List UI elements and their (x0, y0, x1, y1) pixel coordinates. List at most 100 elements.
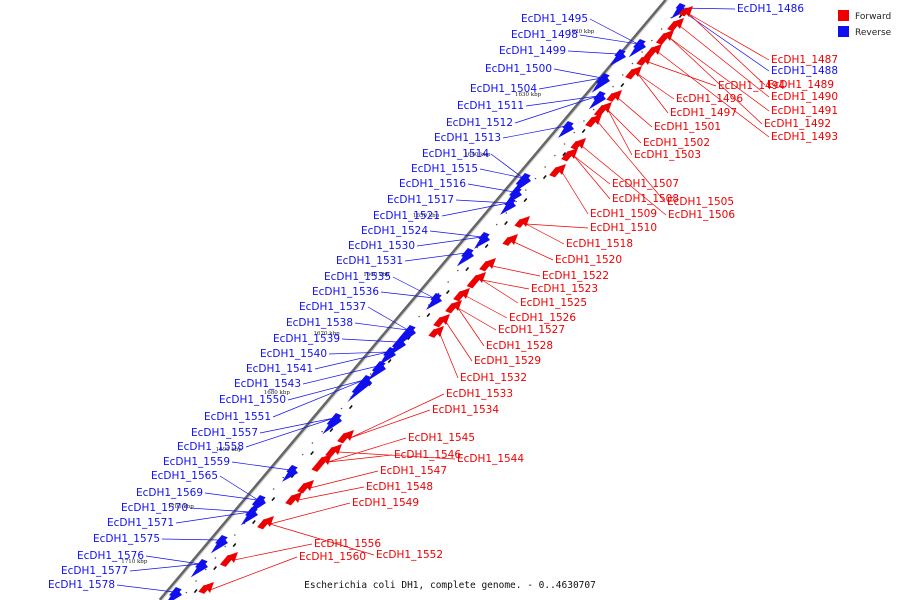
reverse-gene-label[interactable]: EcDH1_1514 (422, 148, 489, 160)
reverse-gene-label[interactable]: EcDH1_1551 (204, 411, 271, 423)
forward-gene-feature[interactable] (337, 430, 354, 444)
forward-gene-label[interactable]: EcDH1_1502 (643, 137, 710, 149)
forward-gene-label[interactable]: EcDH1_1545 (408, 432, 475, 444)
reverse-gene-label[interactable]: EcDH1_1541 (246, 363, 313, 375)
reverse-gene-label[interactable]: EcDH1_1577 (61, 565, 128, 577)
forward-gene-label[interactable]: EcDH1_1518 (566, 238, 633, 250)
forward-gene-label[interactable]: EcDH1_1489 (767, 79, 834, 91)
forward-gene-label[interactable]: EcDH1_1509 (590, 208, 657, 220)
forward-gene-feature[interactable] (325, 444, 342, 458)
forward-gene-feature[interactable] (466, 272, 486, 289)
reverse-gene-label[interactable]: EcDH1_1575 (93, 533, 160, 545)
forward-gene-label[interactable]: EcDH1_1549 (352, 497, 419, 509)
reverse-gene-feature[interactable] (367, 361, 386, 381)
forward-gene-label[interactable]: EcDH1_1506 (668, 209, 735, 221)
forward-gene-label[interactable]: EcDH1_1525 (520, 297, 587, 309)
reverse-gene-feature[interactable] (190, 559, 208, 578)
forward-gene-feature[interactable] (311, 454, 332, 472)
reverse-gene-label[interactable]: EcDH1_1536 (312, 286, 379, 298)
reverse-gene-label[interactable]: EcDH1_1495 (521, 13, 588, 25)
forward-gene-label[interactable]: EcDH1_1501 (654, 121, 721, 133)
forward-gene-feature[interactable] (606, 90, 622, 102)
reverse-gene-label[interactable]: EcDH1_1558 (177, 441, 244, 453)
forward-gene-feature[interactable] (198, 582, 214, 594)
reverse-gene-feature[interactable] (591, 73, 610, 93)
forward-gene-feature[interactable] (445, 300, 462, 314)
reverse-gene-label[interactable]: EcDH1_1524 (361, 225, 428, 237)
forward-gene-feature[interactable] (433, 314, 450, 328)
reverse-gene-feature[interactable] (426, 293, 442, 310)
reverse-gene-label[interactable]: EcDH1_1571 (107, 517, 174, 529)
reverse-gene-feature[interactable] (500, 198, 516, 215)
forward-gene-label[interactable]: EcDH1_1529 (474, 355, 541, 367)
reverse-gene-label[interactable]: EcDH1_1576 (77, 550, 144, 562)
reverse-gene-label[interactable]: EcDH1_1565 (151, 470, 218, 482)
forward-gene-feature[interactable] (561, 148, 578, 162)
forward-gene-label[interactable]: EcDH1_1487 (771, 54, 838, 66)
forward-gene-label[interactable]: EcDH1_1520 (555, 254, 622, 266)
reverse-gene-feature[interactable] (610, 49, 626, 66)
reverse-gene-feature[interactable] (474, 232, 490, 249)
reverse-gene-label[interactable]: EcDH1_1511 (457, 100, 524, 112)
reverse-gene-label[interactable]: EcDH1_1540 (260, 348, 327, 360)
forward-gene-label[interactable]: EcDH1_1492 (764, 118, 831, 130)
reverse-gene-label[interactable]: EcDH1_1517 (387, 194, 454, 206)
reverse-gene-label[interactable]: EcDH1_1521 (373, 210, 440, 222)
reverse-gene-label[interactable]: EcDH1_1486 (737, 3, 804, 15)
forward-gene-feature[interactable] (428, 326, 444, 338)
reverse-gene-label[interactable]: EcDH1_1543 (234, 378, 301, 390)
forward-gene-label[interactable]: EcDH1_1510 (590, 222, 657, 234)
forward-gene-feature[interactable] (678, 6, 693, 17)
forward-gene-label[interactable]: EcDH1_1505 (667, 196, 734, 208)
forward-gene-label[interactable]: EcDH1_1547 (380, 465, 447, 477)
reverse-gene-label[interactable]: EcDH1_1499 (499, 45, 566, 57)
forward-gene-feature[interactable] (514, 216, 530, 228)
forward-gene-label[interactable]: EcDH1_1491 (771, 105, 838, 117)
forward-gene-feature[interactable] (549, 164, 566, 178)
reverse-gene-label[interactable]: EcDH1_1570 (121, 502, 188, 514)
reverse-gene-label[interactable]: EcDH1_1530 (348, 240, 415, 252)
forward-gene-label[interactable]: EcDH1_1523 (531, 283, 598, 295)
forward-gene-feature[interactable] (636, 54, 652, 66)
reverse-gene-feature[interactable] (347, 375, 372, 403)
reverse-gene-label[interactable]: EcDH1_1531 (336, 255, 403, 267)
forward-gene-feature[interactable] (625, 66, 642, 80)
forward-gene-feature[interactable] (257, 516, 274, 530)
reverse-gene-label[interactable]: EcDH1_1559 (163, 456, 230, 468)
reverse-gene-label[interactable]: EcDH1_1539 (273, 333, 340, 345)
reverse-gene-feature[interactable] (210, 535, 228, 554)
forward-gene-label[interactable]: EcDH1_1503 (634, 149, 701, 161)
forward-gene-label[interactable]: EcDH1_1546 (394, 449, 461, 461)
forward-gene-feature[interactable] (219, 552, 238, 567)
reverse-gene-label[interactable]: EcDH1_1504 (470, 83, 537, 95)
reverse-gene-label[interactable]: EcDH1_1512 (446, 117, 513, 129)
reverse-gene-label[interactable]: EcDH1_1515 (411, 163, 478, 175)
forward-gene-label[interactable]: EcDH1_1490 (771, 91, 838, 103)
forward-gene-feature[interactable] (655, 30, 674, 45)
forward-gene-label[interactable]: EcDH1_1494 (718, 80, 785, 92)
forward-gene-label[interactable]: EcDH1_1508 (612, 193, 679, 205)
reverse-gene-feature[interactable] (240, 507, 258, 526)
forward-gene-label[interactable]: EcDH1_1560 (299, 551, 366, 563)
forward-gene-label[interactable]: EcDH1_1526 (509, 312, 576, 324)
reverse-gene-label[interactable]: EcDH1_1488 (771, 65, 838, 77)
reverse-gene-feature[interactable] (558, 121, 574, 138)
reverse-gene-label[interactable]: EcDH1_1537 (299, 301, 366, 313)
forward-gene-label[interactable]: EcDH1_1544 (457, 453, 524, 465)
forward-gene-feature[interactable] (453, 288, 470, 302)
reverse-gene-label[interactable]: EcDH1_1516 (399, 178, 466, 190)
reverse-gene-label[interactable]: EcDH1_1500 (485, 63, 552, 75)
forward-gene-label[interactable]: EcDH1_1496 (676, 93, 743, 105)
forward-gene-label[interactable]: EcDH1_1548 (366, 481, 433, 493)
reverse-gene-label[interactable]: EcDH1_1578 (48, 579, 115, 591)
reverse-gene-feature[interactable] (628, 39, 646, 58)
reverse-gene-label[interactable]: EcDH1_1557 (191, 427, 258, 439)
forward-gene-label[interactable]: EcDH1_1522 (542, 270, 609, 282)
reverse-gene-feature[interactable] (322, 413, 342, 435)
forward-gene-label[interactable]: EcDH1_1552 (376, 549, 443, 561)
forward-gene-feature[interactable] (285, 492, 302, 506)
forward-gene-feature[interactable] (667, 18, 684, 32)
forward-gene-label[interactable]: EcDH1_1497 (670, 107, 737, 119)
reverse-gene-feature[interactable] (165, 587, 182, 600)
forward-gene-feature[interactable] (297, 480, 314, 494)
